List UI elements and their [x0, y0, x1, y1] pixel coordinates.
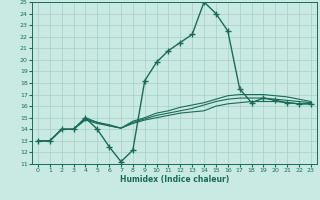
X-axis label: Humidex (Indice chaleur): Humidex (Indice chaleur) [120, 175, 229, 184]
